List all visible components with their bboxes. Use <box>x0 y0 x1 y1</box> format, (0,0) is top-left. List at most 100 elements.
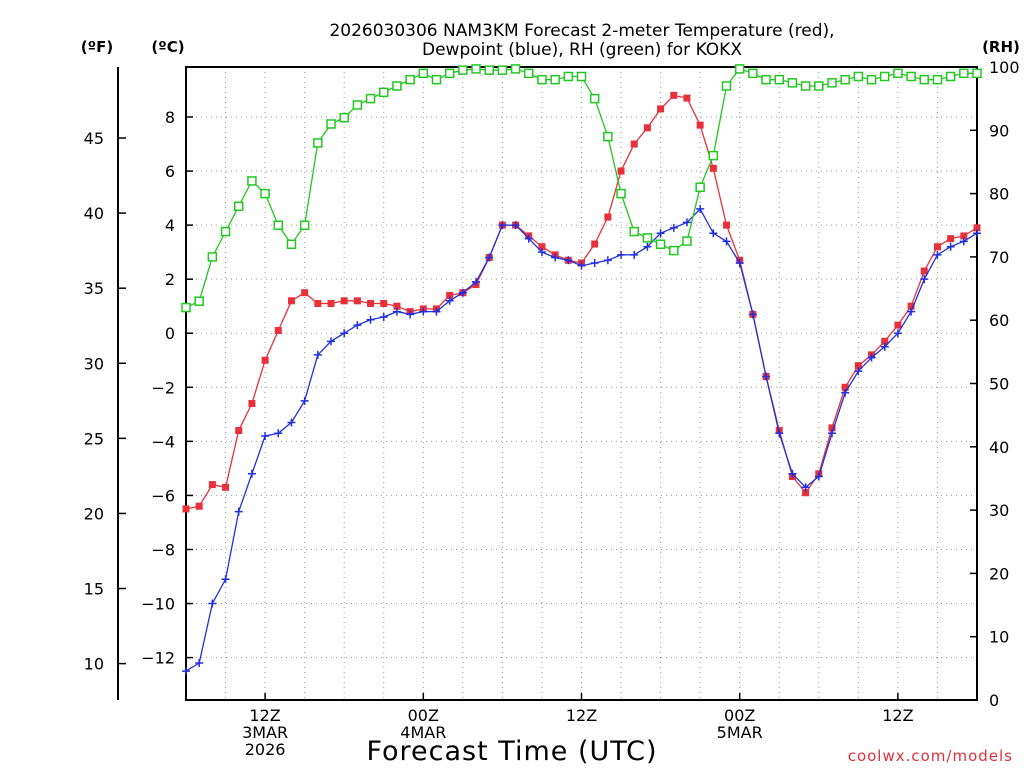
fahrenheit-tick-label: 45 <box>84 129 104 148</box>
dewpoint-point <box>630 250 639 259</box>
rh-point <box>774 74 784 85</box>
rh-point <box>418 68 429 79</box>
dewpoint-point <box>748 310 757 319</box>
time-tick-label: 00Z <box>724 706 755 725</box>
rh-point <box>695 182 705 193</box>
rh-point <box>405 74 415 85</box>
rh-point <box>365 93 376 104</box>
rh-point <box>669 245 679 256</box>
dewpoint-point <box>656 229 665 238</box>
dewpoint-point <box>274 429 283 438</box>
dewpoint-point <box>498 221 507 230</box>
rh-point <box>207 252 218 262</box>
temperature-point <box>670 91 678 99</box>
dewpoint-point <box>261 431 270 440</box>
fahrenheit-tick-label: 30 <box>84 354 104 373</box>
dewpoint-point <box>696 204 705 213</box>
temperature-point <box>208 481 216 489</box>
temperature-point <box>393 302 401 310</box>
rh-point <box>853 71 864 82</box>
time-tick-label: 5MAR <box>717 723 763 742</box>
temperature-point <box>182 505 190 513</box>
dewpoint-point <box>366 315 375 324</box>
dewpoint-point <box>722 237 731 246</box>
temperature-point <box>933 243 941 251</box>
temperature-point <box>881 337 889 345</box>
rh-point <box>603 131 613 142</box>
temperature-point <box>604 213 612 221</box>
celsius-tick-label: 2 <box>165 270 175 289</box>
dewpoint-point <box>880 342 889 351</box>
dewpoint-point <box>682 218 691 227</box>
plot-frame <box>185 66 978 701</box>
rh-point <box>906 71 916 82</box>
rh-point <box>919 74 930 85</box>
rh-tick-label: 30 <box>989 501 1009 520</box>
dewpoint-point <box>893 329 902 338</box>
dewpoint-point <box>485 253 494 262</box>
rh-point <box>220 226 231 237</box>
temperature-point <box>657 105 665 113</box>
fahrenheit-tick-label: 25 <box>84 429 104 448</box>
rh-point <box>313 138 323 148</box>
rh-tick-label: 0 <box>989 691 999 710</box>
dewpoint-line <box>185 207 978 672</box>
temperature-point <box>960 232 968 240</box>
dewpoint-point <box>735 258 744 267</box>
temperature-point <box>301 289 309 297</box>
dewpoint-point <box>590 258 599 267</box>
celsius-tick-label: −12 <box>141 649 175 668</box>
temperature-point <box>248 400 256 408</box>
rh-point <box>563 71 574 82</box>
rh-point <box>748 68 758 79</box>
rh-point <box>352 100 363 110</box>
rh-point <box>576 71 587 82</box>
dewpoint-point <box>208 599 217 608</box>
temperature-point <box>617 167 625 175</box>
temperature-point <box>195 502 203 510</box>
rh-tick-label: 20 <box>989 564 1009 583</box>
temperature-point <box>643 124 651 132</box>
dewpoint-point <box>827 429 836 438</box>
chart-title-line-2: Dewpoint (blue), RH (green) for KOKX <box>422 40 742 60</box>
fahrenheit-tick-label: 40 <box>84 204 104 223</box>
gridlines <box>185 67 978 700</box>
rh-point <box>682 236 692 246</box>
rh-point <box>233 201 244 212</box>
time-tick-label: 4MAR <box>400 723 446 742</box>
rh-point <box>339 112 349 123</box>
rh-point <box>471 64 481 74</box>
dewpoint-point <box>406 310 415 319</box>
rh-point <box>642 233 653 243</box>
temperature-point <box>591 240 599 248</box>
dewpoint-point <box>946 242 955 251</box>
rh-point <box>840 74 850 85</box>
dewpoint-point <box>603 256 612 265</box>
dewpoint-point <box>300 396 309 405</box>
dewpoint-point <box>801 483 810 492</box>
dewpoint-point <box>973 229 981 238</box>
rh-point <box>589 93 600 104</box>
temperature-point <box>828 424 836 432</box>
fahrenheit-unit-label: (ºF) <box>81 38 113 56</box>
rh-point <box>392 81 402 91</box>
rh-point <box>734 64 745 74</box>
dewpoint-point <box>340 329 349 338</box>
dewpoint-point <box>617 250 626 259</box>
celsius-tick-label: 4 <box>165 216 175 235</box>
temperature-point <box>261 356 269 364</box>
celsius-tick-label: 0 <box>165 324 175 343</box>
chart-title-line-1: 2026030306 NAM3KM Forecast 2-meter Tempe… <box>329 21 834 41</box>
rh-point <box>866 74 877 85</box>
temperature-point <box>327 300 335 308</box>
dewpoint-point <box>511 221 520 230</box>
watermark: coolwx.com/models <box>848 747 1013 765</box>
dewpoint-point <box>432 307 441 316</box>
rh-point <box>721 81 732 91</box>
rh-point <box>787 78 798 88</box>
rh-point <box>708 150 719 161</box>
rh-point <box>431 74 442 85</box>
rh-point <box>959 68 969 79</box>
celsius-tick-label: 6 <box>165 162 175 181</box>
